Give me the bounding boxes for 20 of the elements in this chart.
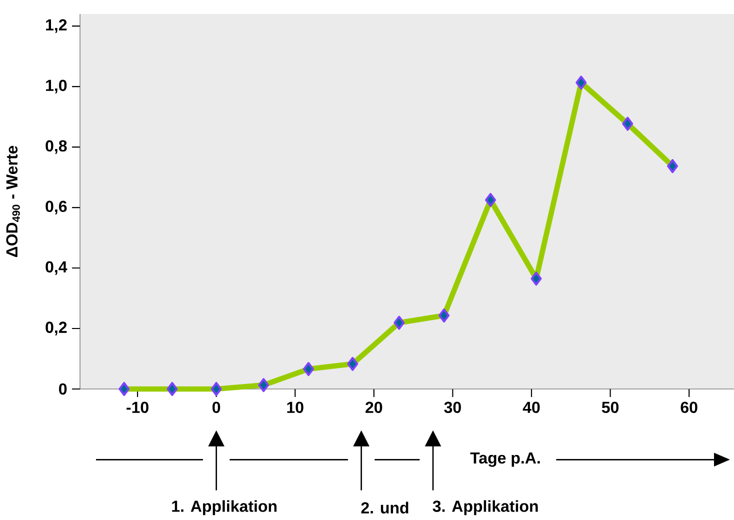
- x-axis-title: Tage p.A.: [470, 452, 540, 467]
- y-tick-label: 0,2: [46, 322, 67, 336]
- text: 3. Applikation: [432, 500, 538, 516]
- y-tick-label: 0,4: [46, 261, 68, 275]
- x-tick-label: 50: [602, 402, 619, 414]
- x-tick-label: 0: [212, 402, 220, 414]
- text: 2. und: [361, 502, 408, 514]
- y-axis-title: ΔOD$_{490}$ - Werte: [6, 146, 20, 258]
- x-tick-label: 30: [444, 402, 461, 414]
- x-tick-label: 20: [366, 402, 382, 414]
- y-tick-label: 0,8: [46, 140, 67, 154]
- x-tick-label: 60: [680, 402, 698, 414]
- x-tick-label: 10: [287, 402, 304, 414]
- x-tick-label: 40: [522, 402, 540, 414]
- y-tick-label: 0: [59, 383, 67, 395]
- y-tick-label: 1,0: [46, 80, 67, 94]
- y-tick-label: 1,2: [46, 19, 67, 33]
- x-tick-label: -10: [126, 402, 148, 414]
- y-tick-label: 0,6: [46, 200, 67, 214]
- text: 1. Applikation: [172, 500, 277, 516]
